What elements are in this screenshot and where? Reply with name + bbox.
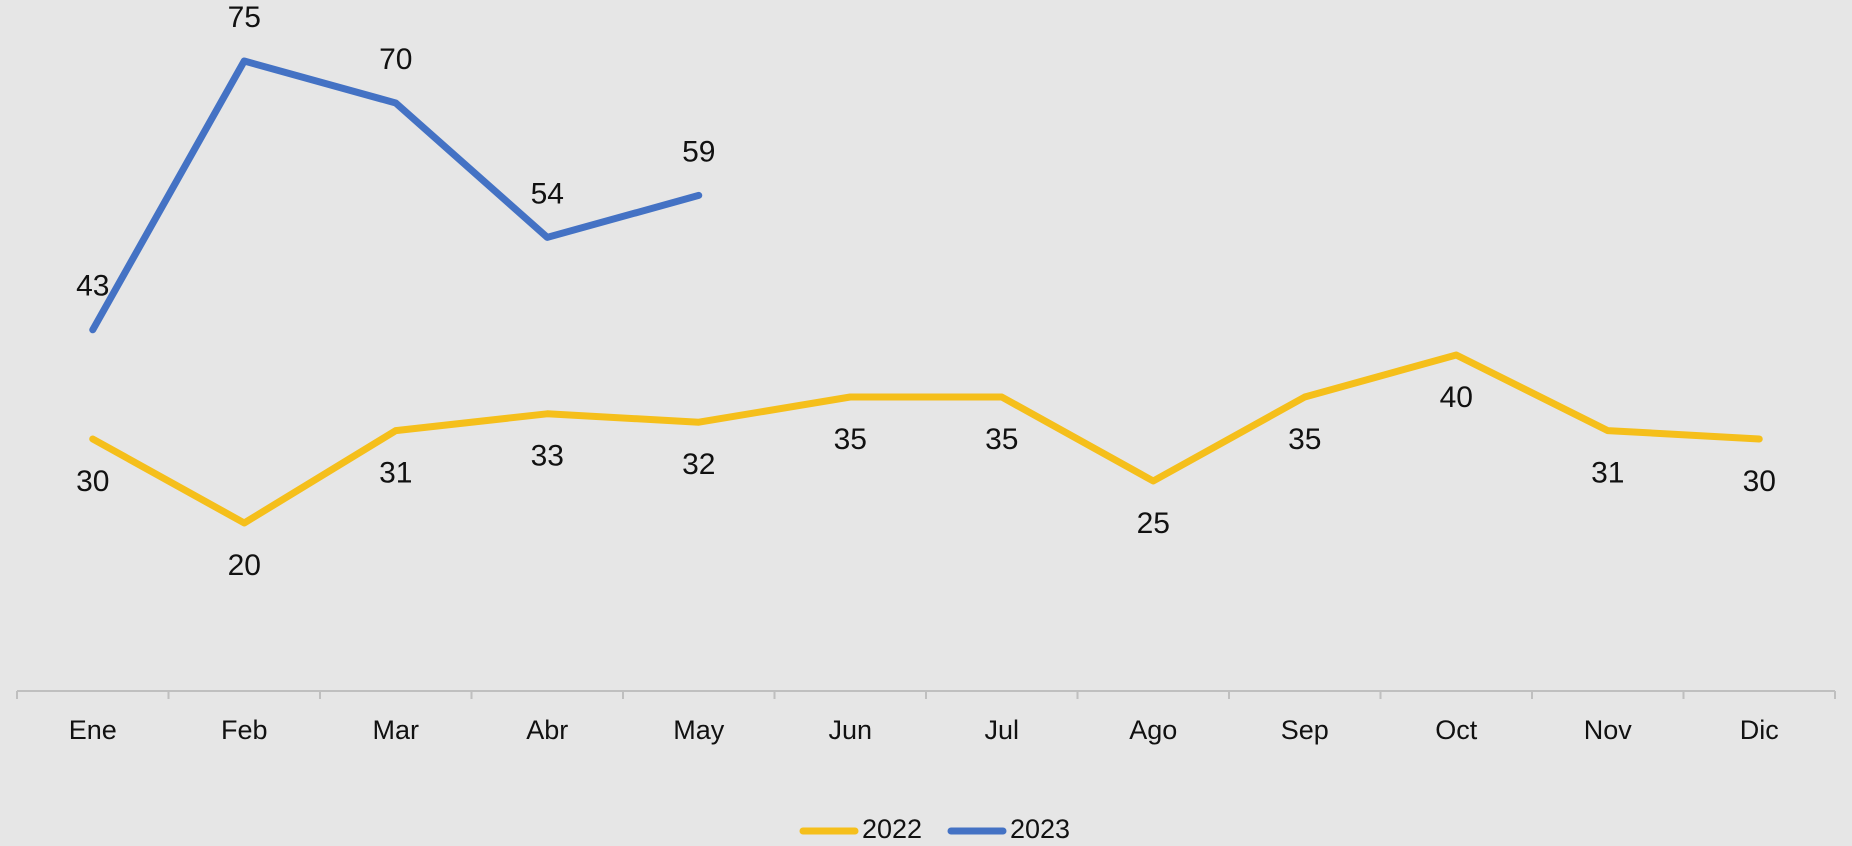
data-label: 70 (379, 43, 412, 76)
x-tick-label: Oct (1435, 715, 1478, 745)
x-tick-label: Nov (1584, 715, 1633, 745)
data-label: 30 (76, 465, 109, 498)
legend-label: 2022 (862, 814, 922, 844)
x-tick-label: Jun (828, 715, 872, 745)
x-tick-label: Sep (1281, 715, 1329, 745)
data-label: 31 (379, 457, 412, 490)
data-label: 25 (1137, 507, 1170, 540)
legend-label: 2023 (1010, 814, 1070, 844)
x-tick-label: Ago (1129, 715, 1177, 745)
x-tick-label: Ene (69, 715, 117, 745)
x-tick-label: Dic (1740, 715, 1779, 745)
data-label: 30 (1743, 465, 1776, 498)
x-tick-label: Jul (984, 715, 1019, 745)
x-tick-label: May (673, 715, 725, 745)
series-line (89, 57, 703, 334)
data-label: 59 (682, 135, 715, 168)
data-label: 43 (76, 270, 109, 303)
data-label: 35 (985, 423, 1018, 456)
data-label: 54 (531, 177, 564, 210)
data-label: 20 (228, 549, 261, 582)
x-tick-label: Abr (526, 715, 568, 745)
x-tick-label: Mar (373, 715, 420, 745)
data-label: 31 (1591, 457, 1624, 490)
data-label: 40 (1440, 381, 1473, 414)
data-label: 33 (531, 440, 564, 473)
data-label: 75 (228, 1, 261, 34)
data-label: 35 (834, 423, 867, 456)
data-label: 35 (1288, 423, 1321, 456)
x-tick-label: Feb (221, 715, 268, 745)
series-line (89, 351, 1763, 527)
data-label: 32 (682, 448, 715, 481)
